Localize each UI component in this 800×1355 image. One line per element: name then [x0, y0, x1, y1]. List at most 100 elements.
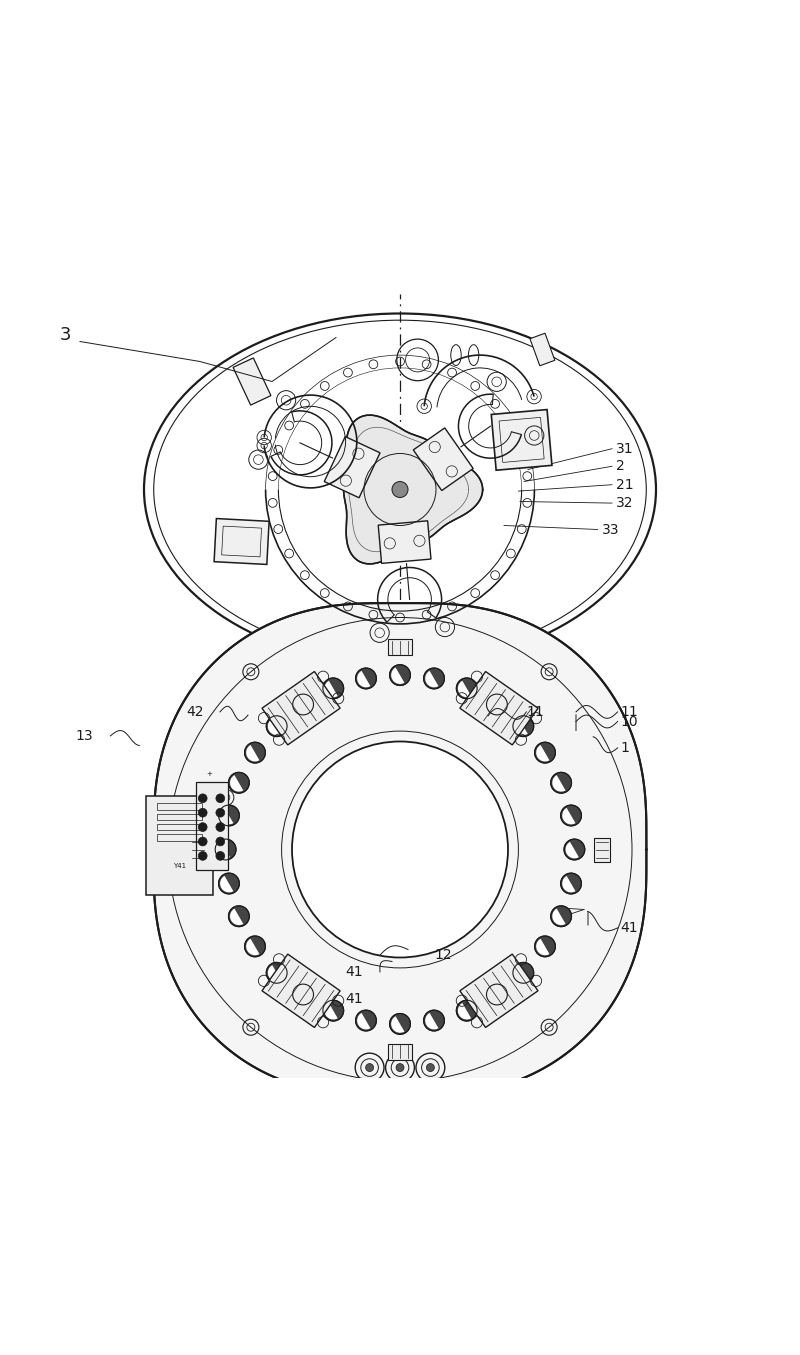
Circle shape — [561, 805, 582, 827]
Circle shape — [564, 839, 585, 860]
Circle shape — [534, 936, 555, 957]
Circle shape — [198, 794, 207, 802]
Wedge shape — [391, 1016, 405, 1033]
Wedge shape — [246, 939, 259, 955]
Wedge shape — [268, 965, 281, 981]
Circle shape — [366, 1064, 374, 1072]
Text: 2: 2 — [616, 459, 625, 473]
Circle shape — [229, 772, 250, 793]
Circle shape — [424, 668, 445, 688]
Text: 21: 21 — [616, 478, 634, 492]
Text: 41: 41 — [346, 992, 363, 1007]
Wedge shape — [562, 808, 575, 824]
Polygon shape — [530, 333, 555, 366]
Circle shape — [216, 809, 225, 817]
Text: 42: 42 — [186, 705, 204, 720]
Circle shape — [513, 715, 534, 737]
Circle shape — [218, 873, 239, 894]
Wedge shape — [246, 745, 259, 762]
Circle shape — [198, 809, 207, 817]
Circle shape — [215, 839, 236, 860]
Text: 13: 13 — [75, 729, 93, 743]
Circle shape — [245, 743, 266, 763]
Text: Y41: Y41 — [173, 863, 186, 869]
Polygon shape — [343, 415, 482, 564]
Polygon shape — [154, 603, 646, 1096]
Circle shape — [486, 694, 507, 715]
Wedge shape — [458, 1003, 471, 1019]
Text: 33: 33 — [602, 523, 619, 537]
Polygon shape — [233, 358, 271, 405]
Wedge shape — [325, 1003, 338, 1019]
Wedge shape — [268, 718, 281, 734]
Polygon shape — [388, 640, 412, 656]
Wedge shape — [536, 745, 550, 762]
Circle shape — [216, 822, 225, 832]
Circle shape — [486, 984, 507, 1005]
Circle shape — [292, 741, 508, 958]
Circle shape — [216, 851, 225, 860]
Circle shape — [396, 1064, 404, 1072]
Text: 3: 3 — [60, 327, 71, 344]
Polygon shape — [324, 436, 380, 497]
Wedge shape — [391, 668, 405, 684]
Wedge shape — [488, 696, 502, 713]
Circle shape — [293, 984, 314, 1005]
Wedge shape — [488, 986, 502, 1003]
Text: 32: 32 — [616, 496, 634, 509]
Wedge shape — [230, 775, 243, 791]
Text: 1: 1 — [620, 741, 629, 755]
Wedge shape — [458, 680, 471, 698]
Polygon shape — [262, 672, 340, 745]
Wedge shape — [294, 696, 307, 713]
Circle shape — [266, 715, 287, 737]
Circle shape — [426, 1064, 434, 1072]
Circle shape — [390, 665, 410, 686]
Polygon shape — [594, 837, 610, 862]
Circle shape — [456, 678, 477, 699]
Polygon shape — [262, 954, 340, 1027]
Polygon shape — [146, 795, 213, 896]
Wedge shape — [566, 841, 579, 858]
Text: 11: 11 — [620, 705, 638, 720]
Wedge shape — [220, 808, 234, 824]
Polygon shape — [460, 954, 538, 1027]
Text: 12: 12 — [434, 948, 452, 962]
Circle shape — [218, 805, 239, 827]
Circle shape — [550, 906, 571, 927]
Wedge shape — [536, 939, 550, 955]
Circle shape — [323, 1000, 344, 1022]
Wedge shape — [230, 909, 243, 925]
Wedge shape — [217, 841, 230, 858]
Circle shape — [534, 743, 555, 763]
Wedge shape — [514, 965, 528, 981]
Circle shape — [198, 822, 207, 832]
Polygon shape — [460, 672, 538, 745]
Polygon shape — [414, 428, 474, 491]
Circle shape — [424, 1009, 445, 1031]
Wedge shape — [325, 680, 338, 698]
Polygon shape — [491, 409, 552, 470]
Wedge shape — [514, 718, 528, 734]
Text: 41: 41 — [346, 965, 363, 978]
Text: 41: 41 — [620, 921, 638, 935]
Circle shape — [561, 873, 582, 894]
Wedge shape — [552, 909, 566, 925]
Circle shape — [355, 1009, 376, 1031]
Wedge shape — [425, 1014, 438, 1030]
Polygon shape — [190, 837, 206, 862]
Circle shape — [456, 1000, 477, 1022]
Text: 10: 10 — [620, 714, 638, 729]
Circle shape — [266, 962, 287, 984]
Circle shape — [293, 694, 314, 715]
Polygon shape — [388, 1043, 412, 1060]
Text: 31: 31 — [616, 442, 634, 455]
Wedge shape — [357, 1014, 370, 1030]
Circle shape — [323, 678, 344, 699]
Circle shape — [513, 962, 534, 984]
Wedge shape — [357, 671, 370, 687]
Text: 11: 11 — [526, 705, 544, 720]
Circle shape — [229, 906, 250, 927]
Polygon shape — [214, 519, 269, 565]
Circle shape — [355, 668, 376, 688]
